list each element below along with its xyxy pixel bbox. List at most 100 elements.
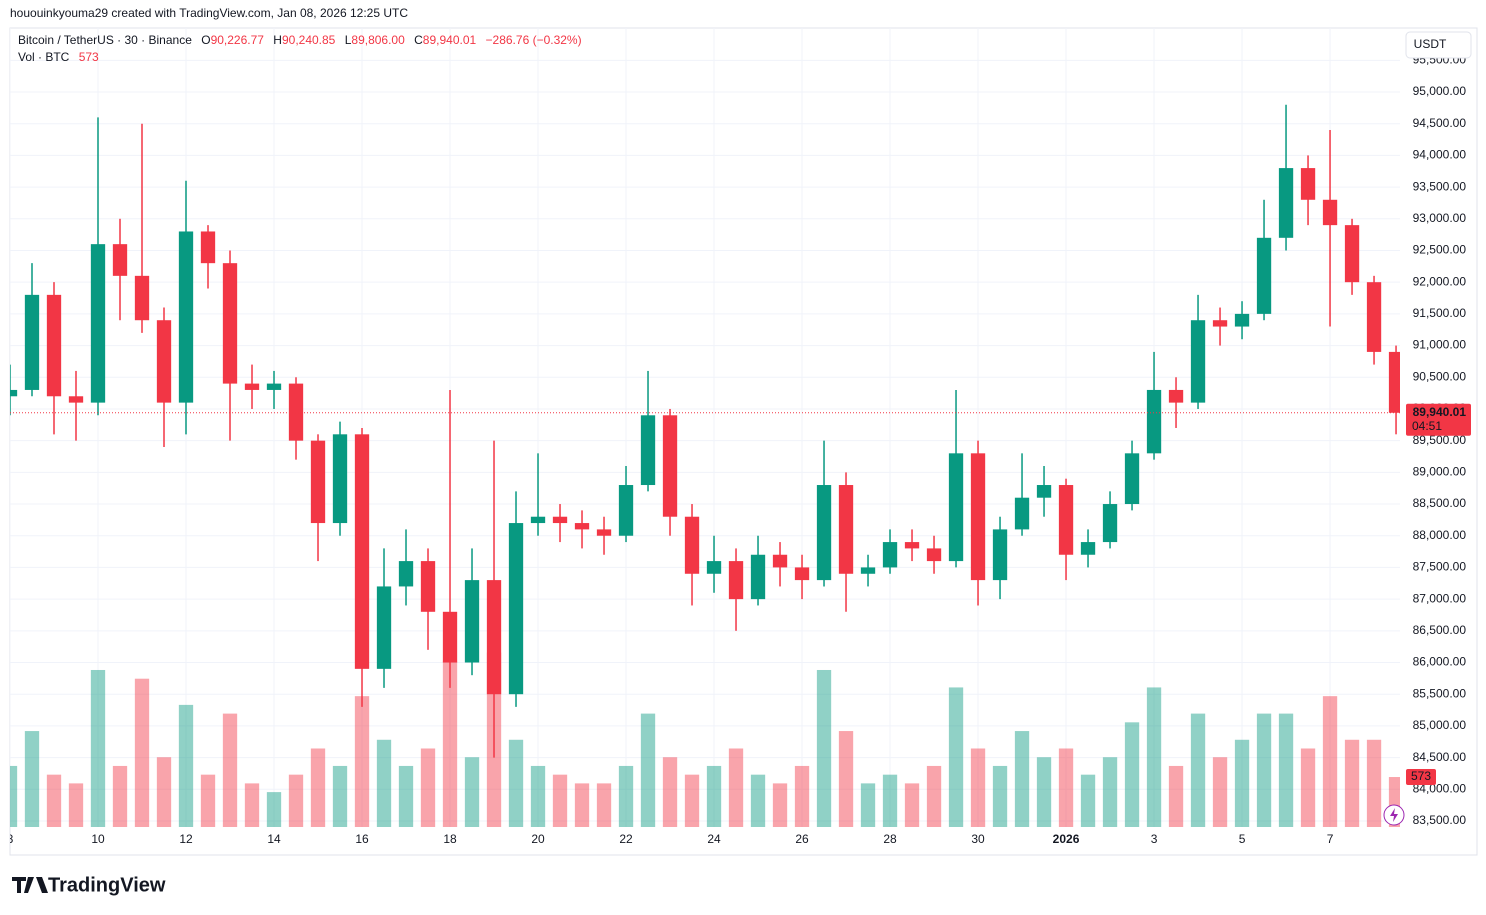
candle-body (948, 453, 964, 562)
volume-bar (1256, 713, 1272, 827)
volume-bar (838, 731, 854, 827)
candle-body (904, 542, 920, 549)
candle-body (552, 516, 568, 524)
y-tick-label: 90,500.00 (1413, 369, 1467, 383)
volume-bar (266, 792, 282, 827)
volume-bar (1190, 713, 1206, 827)
candle-body (596, 529, 612, 536)
volume-bar (398, 765, 414, 827)
volume-bar (1014, 731, 1030, 827)
volume-bar (574, 783, 590, 827)
candle-body (222, 263, 238, 384)
y-tick-label: 83,500.00 (1413, 813, 1467, 827)
volume-bar (970, 748, 986, 827)
last-price-label: 89,940.01 (1413, 405, 1467, 419)
candle-body (486, 580, 502, 695)
candle-body (1168, 389, 1184, 403)
y-tick-label: 85,000.00 (1413, 718, 1467, 732)
y-tick-label: 93,500.00 (1413, 179, 1467, 193)
candle-body (1036, 485, 1052, 498)
candle-body (1234, 313, 1250, 327)
candle-body (1102, 504, 1118, 543)
candle-body (200, 231, 216, 264)
candle-body (508, 523, 524, 695)
candle-body (684, 516, 700, 574)
candle-body (442, 611, 458, 663)
x-tick-label: 26 (795, 832, 809, 846)
brand: TradingView (48, 874, 166, 896)
candle-body (288, 383, 304, 441)
volume-bar (662, 757, 678, 827)
candle-body (618, 485, 634, 536)
x-tick-label: 5 (1239, 832, 1246, 846)
legend-volume: Vol · BTC 573 (18, 50, 99, 64)
y-tick-label: 86,000.00 (1413, 655, 1467, 669)
volume-bar (992, 765, 1008, 827)
x-tick-label: 7 (1327, 832, 1334, 846)
volume-bar (882, 774, 898, 827)
candle-body (332, 434, 348, 524)
y-tick-label: 94,500.00 (1413, 116, 1467, 130)
candle-body (24, 294, 40, 390)
y-tick-label: 93,000.00 (1413, 211, 1467, 225)
volume-bar (1234, 739, 1250, 827)
volume-bar (1036, 757, 1052, 827)
candle-body (310, 440, 326, 524)
volume-bar (1344, 739, 1360, 827)
change: −286.76 (−0.32%) (486, 33, 582, 47)
ohlc-value: 89,806.00 (351, 33, 405, 47)
volume-label: Vol · BTC (18, 50, 70, 64)
candle-body (838, 485, 854, 574)
candle-body (794, 567, 810, 581)
candle-body (1366, 282, 1382, 352)
y-tick-label: 91,500.00 (1413, 306, 1467, 320)
candle-body (1058, 485, 1074, 555)
volume-bar (46, 774, 62, 827)
volume-bar (354, 696, 370, 827)
symbol: Bitcoin / TetherUS · 30 · Binance (18, 33, 192, 47)
volume-bar (244, 783, 260, 827)
volume-bar (1300, 748, 1316, 827)
candle-body (816, 485, 832, 581)
volume-bar (508, 739, 524, 827)
volume-bar (1278, 713, 1294, 827)
volume-bar (728, 748, 744, 827)
volume-bar (376, 739, 392, 827)
volume-bar (618, 765, 634, 827)
volume-bar (442, 661, 458, 827)
candle-body (1322, 199, 1338, 226)
candle-body (662, 415, 678, 517)
candles (10, 104, 1400, 758)
legend-symbol: Bitcoin / TetherUS · 30 · Binance O90,22… (18, 33, 582, 47)
candle-body (750, 554, 766, 600)
x-tick-label: 3 (1151, 832, 1158, 846)
ohlc-value: 90,226.77 (211, 33, 265, 47)
volume-bar (750, 774, 766, 827)
ohlc-value: 89,940.01 (423, 33, 477, 47)
x-tick-label: 14 (267, 832, 281, 846)
volume-bar (332, 765, 348, 827)
candle-body (1256, 237, 1272, 314)
y-tick-label: 87,500.00 (1413, 560, 1467, 574)
candle-body (134, 275, 150, 321)
candle-body (1080, 542, 1096, 555)
currency-button[interactable] (1405, 31, 1472, 59)
volume-bar (200, 774, 216, 827)
currency-label[interactable]: USDT (1414, 37, 1447, 51)
x-tick-label: 28 (883, 832, 897, 846)
volume-bar (1366, 739, 1382, 827)
x-tick-label: 12 (179, 832, 193, 846)
volume-bar (10, 765, 18, 827)
y-axis: 83,500.0084,000.0084,500.0085,000.0085,5… (1413, 52, 1467, 827)
candle-body (398, 561, 414, 587)
volume-bar (706, 765, 722, 827)
volume-bar (90, 669, 106, 827)
y-tick-label: 92,000.00 (1413, 274, 1467, 288)
volume-bar (684, 774, 700, 827)
candle-body (266, 383, 282, 390)
candle-body (970, 453, 986, 581)
ohlc-key: C (414, 33, 423, 47)
y-tick-label: 84,500.00 (1413, 750, 1467, 764)
volume-bar (464, 757, 480, 827)
